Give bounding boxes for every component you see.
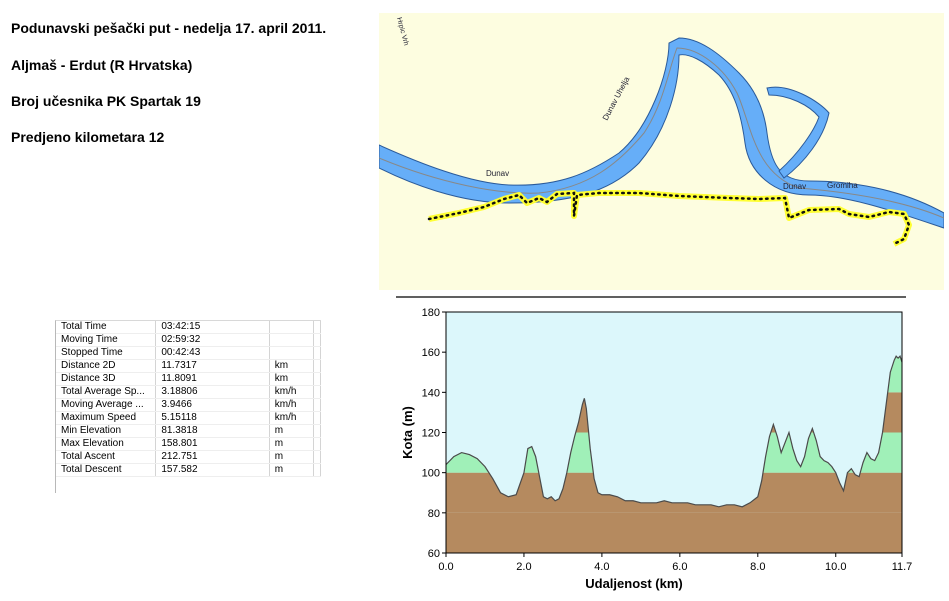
- stats-spacer: [313, 333, 322, 347]
- track-statistics-table: Total Time 03:42:15 Moving Time 02:59:32 Sto…: [55, 320, 322, 493]
- stats-unit: m: [269, 450, 314, 464]
- stats-row: Maximum Speed 5.15118 km/h: [56, 411, 322, 425]
- stats-unit: km/h: [269, 385, 314, 399]
- stats-label: Distance 3D: [56, 372, 157, 386]
- stats-label: Total Ascent: [56, 450, 157, 464]
- stats-label: Total Descent: [56, 463, 157, 477]
- stats-value: 212.751: [155, 450, 270, 464]
- y-tick-label: 160: [422, 347, 440, 359]
- route-map[interactable]: Dunav Uhelja Dunav Dunav Gromiha Hrpic V…: [379, 13, 944, 290]
- stats-spacer: [313, 398, 322, 412]
- stats-value: 02:59:32: [155, 333, 270, 347]
- stats-row: Total Average Sp... 3.18806 km/h: [56, 385, 322, 399]
- stats-spacer: [313, 346, 322, 360]
- x-tick-label: 6.0: [672, 561, 687, 573]
- stats-unit: km: [269, 359, 314, 373]
- map-label-river-right: Dunav: [783, 182, 806, 191]
- map-backwater: [766, 86, 830, 179]
- stats-label: Total Average Sp...: [56, 385, 157, 399]
- stats-label: Total Time: [56, 321, 157, 334]
- stats-value: 81.3818: [155, 424, 270, 438]
- stats-value: 00:42:43: [155, 346, 270, 360]
- stats-spacer: [313, 411, 322, 425]
- stats-unit: m: [269, 437, 314, 451]
- y-tick-label: 100: [422, 468, 440, 480]
- stats-row: Moving Average ... 3.9466 km/h: [56, 398, 322, 412]
- stats-value: 03:42:15: [155, 321, 270, 334]
- stats-row: Min Elevation 81.3818 m: [56, 424, 322, 438]
- stats-spacer: [313, 424, 322, 438]
- stats-value: 11.8091: [155, 372, 270, 386]
- stats-value: 3.18806: [155, 385, 270, 399]
- stats-row: Total Time 03:42:15: [56, 321, 322, 334]
- page-title: Podunavski pešački put - nedelja 17. apr…: [11, 20, 327, 36]
- stats-spacer: [313, 450, 322, 464]
- stats-row: Moving Time 02:59:32: [56, 333, 322, 347]
- stats-value: 157.582: [155, 463, 270, 477]
- y-tick-label: 60: [428, 548, 440, 560]
- stats-label: Maximum Speed: [56, 411, 157, 425]
- stats-label: Min Elevation: [56, 424, 157, 438]
- stats-row: Distance 2D 11.7317 km: [56, 359, 322, 373]
- stats-spacer: [313, 321, 322, 334]
- y-axis-label: Kota (m): [400, 406, 415, 459]
- elevation-band: [446, 512, 902, 553]
- stats-unit: [269, 346, 314, 360]
- stats-row: Distance 3D 11.8091 km: [56, 372, 322, 386]
- stats-unit: m: [269, 463, 314, 477]
- stats-row: Stopped Time 00:42:43: [56, 346, 322, 360]
- map-label-island: Gromiha: [827, 181, 858, 190]
- stats-spacer: [313, 463, 322, 477]
- y-tick-label: 140: [422, 387, 440, 399]
- map-label-river-left: Dunav: [486, 169, 509, 178]
- stats-spacer: [313, 385, 322, 399]
- stats-row: Total Descent 157.582 m: [56, 463, 322, 477]
- stats-value: 5.15118: [155, 411, 270, 425]
- x-tick-label: 8.0: [750, 561, 765, 573]
- stats-unit: km: [269, 372, 314, 386]
- map-river-line: [379, 47, 944, 219]
- stats-value: 158.801: [155, 437, 270, 451]
- stats-value: 3.9466: [155, 398, 270, 412]
- stats-row: Max Elevation 158.801 m: [56, 437, 322, 451]
- gps-track-points: [427, 191, 911, 246]
- route-label: Aljmaš - Erdut (R Hrvatska): [11, 57, 193, 73]
- participants-label: Broj učesnika PK Spartak 19: [11, 93, 201, 109]
- stats-row: Total Ascent 212.751 m: [56, 450, 322, 464]
- stats-spacer: [313, 437, 322, 451]
- map-river: [379, 37, 944, 229]
- x-axis-label: Udaljenost (km): [585, 576, 683, 591]
- x-tick-label: 4.0: [594, 561, 609, 573]
- stats-value: 11.7317: [155, 359, 270, 373]
- stats-label: Max Elevation: [56, 437, 157, 451]
- stats-spacer: [313, 372, 322, 386]
- stats-label: Stopped Time: [56, 346, 157, 360]
- x-tick-label: 0.0: [438, 561, 453, 573]
- elevation-line: [445, 355, 903, 508]
- y-tick-label: 120: [422, 428, 440, 440]
- x-tick-label: 2.0: [516, 561, 531, 573]
- stats-unit: [269, 321, 314, 334]
- stats-unit: km/h: [269, 411, 314, 425]
- stats-spacer: [313, 359, 322, 373]
- stats-unit: [269, 333, 314, 347]
- y-tick-label: 80: [428, 508, 440, 520]
- stats-unit: m: [269, 424, 314, 438]
- y-tick-label: 180: [422, 307, 440, 319]
- distance-label: Predjeno kilometara 12: [11, 129, 165, 145]
- x-tick-label: 11.7: [892, 561, 913, 573]
- elevation-profile-chart: 60 80 100 120 140 160 180 0.0 2.0 4.0 6.0 8.0 10.0 11…: [396, 296, 913, 591]
- stats-label: Distance 2D: [56, 359, 157, 373]
- stats-unit: km/h: [269, 398, 314, 412]
- stats-label: Moving Average ...: [56, 398, 157, 412]
- stats-label: Moving Time: [56, 333, 157, 347]
- map-land: [379, 13, 944, 290]
- x-tick-label: 10.0: [825, 561, 846, 573]
